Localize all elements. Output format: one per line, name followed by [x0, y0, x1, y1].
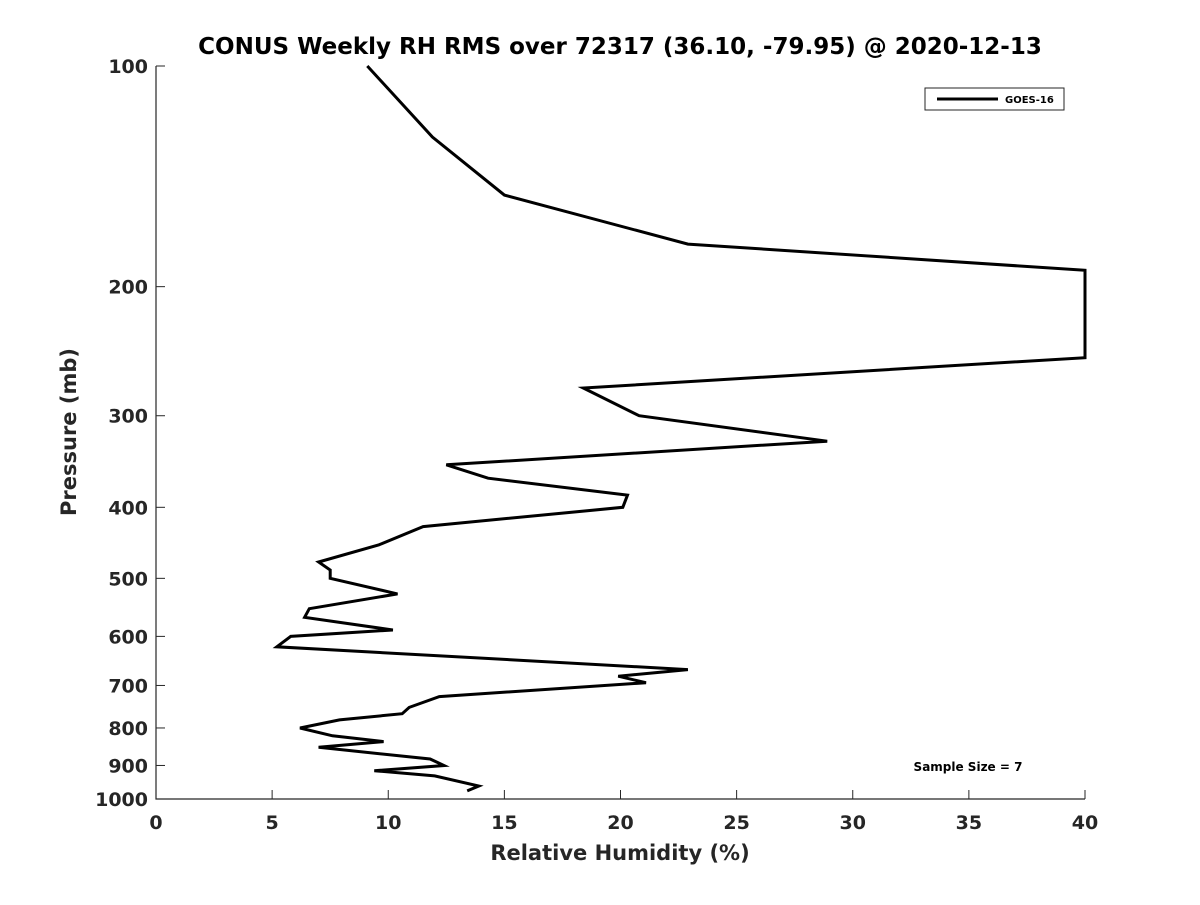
axes-frame — [155, 66, 1085, 800]
x-tick-label: 30 — [840, 812, 866, 834]
x-tick-label: 15 — [491, 812, 517, 834]
y-tick-label: 1000 — [95, 789, 148, 811]
y-tick-label: 600 — [108, 626, 148, 648]
sample-size-annotation: Sample Size = 7 — [914, 760, 1023, 774]
legend: GOES-16 — [924, 87, 1065, 111]
x-tick-label: 25 — [723, 812, 749, 834]
series-layer — [272, 64, 1087, 793]
x-axis-label: Relative Humidity (%) — [490, 841, 749, 865]
series-line-goes-16 — [272, 64, 1087, 793]
x-tick-label: 10 — [375, 812, 401, 834]
x-tick-label: 20 — [607, 812, 633, 834]
y-tick-label: 100 — [108, 56, 148, 78]
x-tick-label: 0 — [149, 812, 162, 834]
x-tick-label: 5 — [266, 812, 279, 834]
x-tick-label: 35 — [956, 812, 982, 834]
x-tick-label: 40 — [1072, 812, 1098, 834]
y-tick-label: 300 — [108, 406, 148, 428]
y-tick-label: 700 — [108, 675, 148, 697]
y-tick-label: 900 — [108, 755, 148, 777]
x-axis-ticks: 0 5 10 15 20 25 30 35 40 — [149, 790, 1098, 834]
y-tick-label: 500 — [108, 568, 148, 590]
y-tick-label: 200 — [108, 277, 148, 299]
y-axis-ticks: 100 200 300 400 500 600 700 800 900 1000 — [95, 56, 165, 811]
y-tick-label: 400 — [108, 497, 148, 519]
y-axis-label: Pressure (mb) — [57, 348, 81, 516]
legend-label-goes-16: GOES-16 — [1005, 95, 1054, 106]
chart-title: CONUS Weekly RH RMS over 72317 (36.10, -… — [198, 34, 1042, 60]
y-tick-label: 800 — [108, 718, 148, 740]
